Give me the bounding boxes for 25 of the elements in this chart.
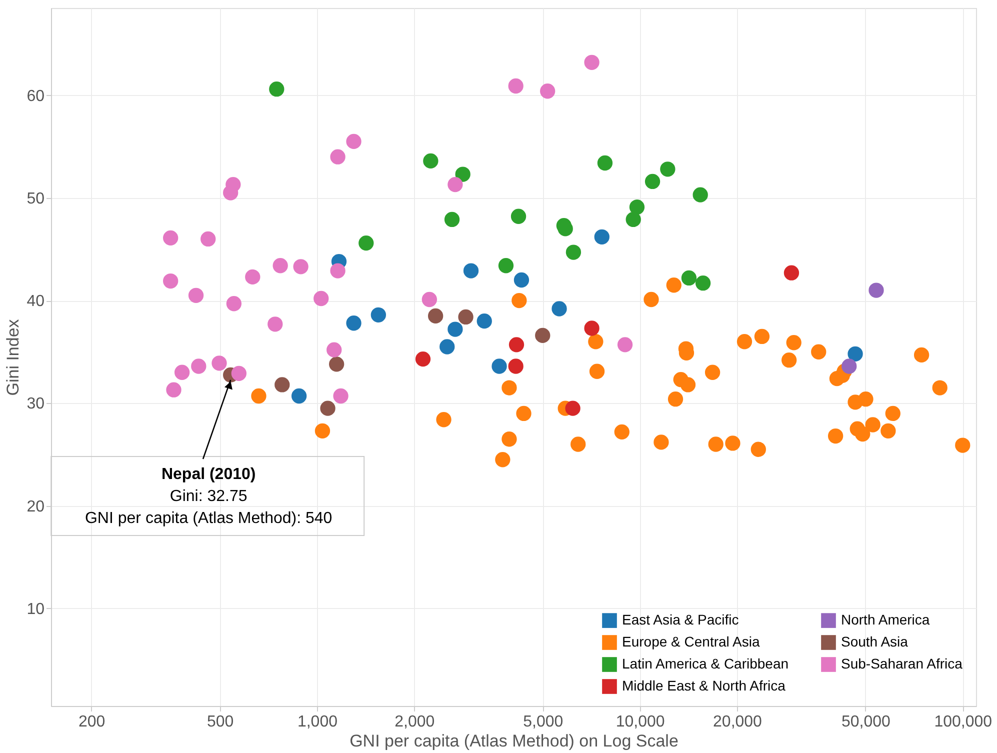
x-axis-title: GNI per capita (Atlas Method) on Log Scale [350,732,678,750]
x-tick-label: 10,000 [616,714,665,730]
y-tick-label: 40 [26,293,45,310]
legend-label: North America [841,612,930,628]
x-tick-label: 100,000 [934,714,992,730]
x-tick-label: 5,000 [523,714,564,730]
legend-label: Middle East & North Africa [622,678,786,694]
x-tick-label: 2,000 [394,714,435,730]
x-tick-label: 500 [206,714,234,730]
y-axis-title: Gini Index [4,318,23,396]
legend-label: East Asia & Pacific [622,612,739,628]
y-tick-label: 30 [26,396,45,413]
y-tick-label: 20 [26,498,45,516]
y-tick-label: 10 [26,600,45,618]
y-tick-label: 50 [26,190,45,208]
legend-label: Latin America & Caribbean [622,656,789,672]
legend-label: Sub-Saharan Africa [841,656,963,672]
legend-label: South Asia [841,634,908,650]
y-tick-label: 60 [26,88,45,105]
legend-label: Europe & Central Asia [622,634,760,650]
x-tick-label: 20,000 [713,714,762,730]
x-tick-label: 50,000 [841,714,891,730]
x-tick-label: 1,000 [297,714,338,730]
annotation: Nepal (2010) Gini: 32.75 GNI per capita (Atlas Method): 540 [84,466,332,527]
x-tick-label: 200 [78,714,106,730]
